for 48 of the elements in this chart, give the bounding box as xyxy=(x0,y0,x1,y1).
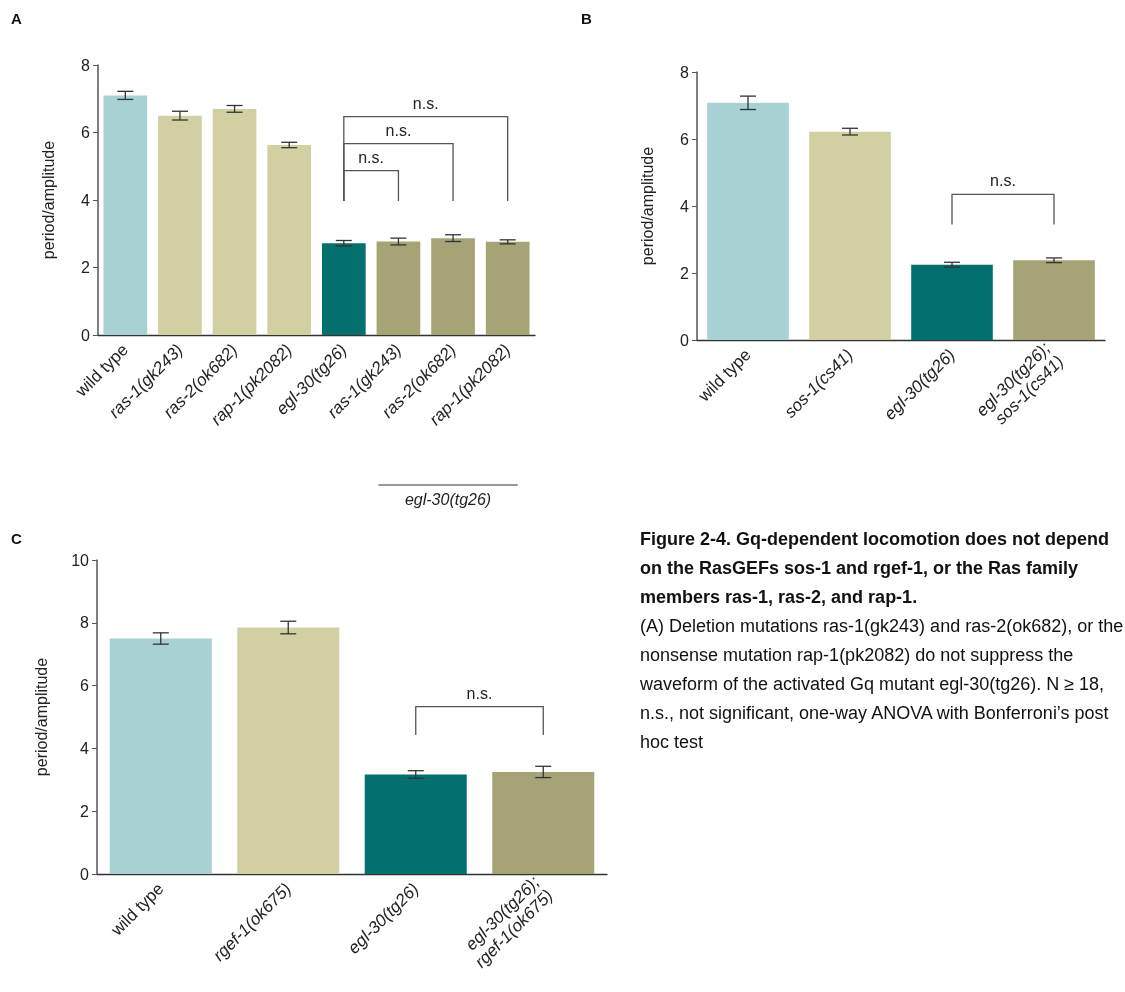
text: egl-30(tg26) xyxy=(404,491,492,508)
chart-title: C xyxy=(11,530,22,547)
y-axis-title: period/amplitude xyxy=(39,140,57,260)
bar xyxy=(158,115,202,335)
y-tick-label: 0 xyxy=(80,865,90,883)
y-tick-label: 4 xyxy=(80,739,90,757)
y-tick-label: 6 xyxy=(81,124,91,141)
text: (A) Deletion mutations ras-1(gk243) and ras-2(ok682), or the nonsense mutation rap-1(pk2082) do not suppress the waveform of the activated Gq mutant egl-30(tg26). N ≥ 18, n.s., not significant, one-way ANOVA with Bonferroni’s post hoc test xyxy=(640,615,1125,754)
x-tick-label: wild type xyxy=(693,345,755,407)
bar xyxy=(485,241,530,335)
y-tick-label: 0 xyxy=(81,326,91,344)
y-tick-label: 10 xyxy=(71,551,90,569)
text: Figure 2-4. Gq-dependent locomotion does not depend on the RasGEFs sos-1 and rgef-1, or the Ras family members ras-1, ras-2, and rap-1. xyxy=(640,528,1110,609)
bar xyxy=(237,627,340,874)
annotation: n.s. xyxy=(466,684,493,702)
y-tick-label: 8 xyxy=(80,614,90,632)
bar xyxy=(212,108,257,335)
annotation: n.s. xyxy=(358,148,385,166)
y-tick-label: 2 xyxy=(680,264,690,282)
bar xyxy=(1013,260,1095,340)
bar xyxy=(321,243,366,335)
y-tick-label: 2 xyxy=(81,259,91,276)
chart-title: A xyxy=(11,10,22,27)
chart-title: B xyxy=(581,10,592,27)
y-tick-label: 4 xyxy=(81,191,91,209)
y-axis-title: period/amplitude xyxy=(638,146,656,266)
bar xyxy=(267,144,312,335)
y-tick-label: 6 xyxy=(680,130,690,148)
y-tick-label: 4 xyxy=(680,197,690,215)
y-tick-label: 8 xyxy=(81,56,91,74)
bar xyxy=(431,238,475,335)
y-tick-label: 6 xyxy=(80,677,90,695)
y-tick-label: 0 xyxy=(680,331,690,349)
annotation: n.s. xyxy=(385,121,412,139)
bar xyxy=(103,95,148,335)
bar xyxy=(911,264,993,340)
bar xyxy=(809,131,891,340)
bar xyxy=(376,241,421,335)
y-axis-title: period/amplitude xyxy=(32,657,50,777)
bar xyxy=(707,102,789,340)
x-tick-label: wild type xyxy=(106,879,168,941)
y-tick-label: 8 xyxy=(680,63,690,81)
annotation: n.s. xyxy=(990,172,1016,190)
bar xyxy=(109,638,212,874)
annotation: n.s. xyxy=(412,94,439,112)
bar xyxy=(364,774,467,874)
y-tick-label: 2 xyxy=(80,802,90,820)
bar xyxy=(492,771,595,874)
